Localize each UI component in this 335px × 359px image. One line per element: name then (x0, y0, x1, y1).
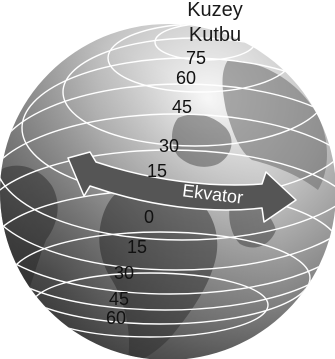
latitude-label-45n: 45 (172, 97, 192, 117)
latitude-line-15n (0, 83, 335, 241)
latitude-label-75n: 75 (186, 48, 206, 68)
latitude-label-60n: 60 (176, 68, 196, 88)
latitude-line-0 (0, 113, 335, 271)
latitude-line-15s (0, 149, 335, 295)
north-pole-label-line2: Kutbu (189, 24, 241, 46)
latitude-label-15s: 15 (127, 237, 147, 257)
latitude-label-30n: 30 (159, 136, 179, 156)
latitude-label-60s: 60 (106, 308, 126, 328)
latitude-label-15n: 15 (147, 161, 167, 181)
latitude-label-30s: 30 (114, 263, 134, 283)
north-pole-label-line1: Kuzey (187, 0, 243, 21)
equator-arrow (67, 151, 297, 223)
latitude-label-0: 0 (144, 207, 154, 227)
latitude-label-45s: 45 (109, 289, 129, 309)
